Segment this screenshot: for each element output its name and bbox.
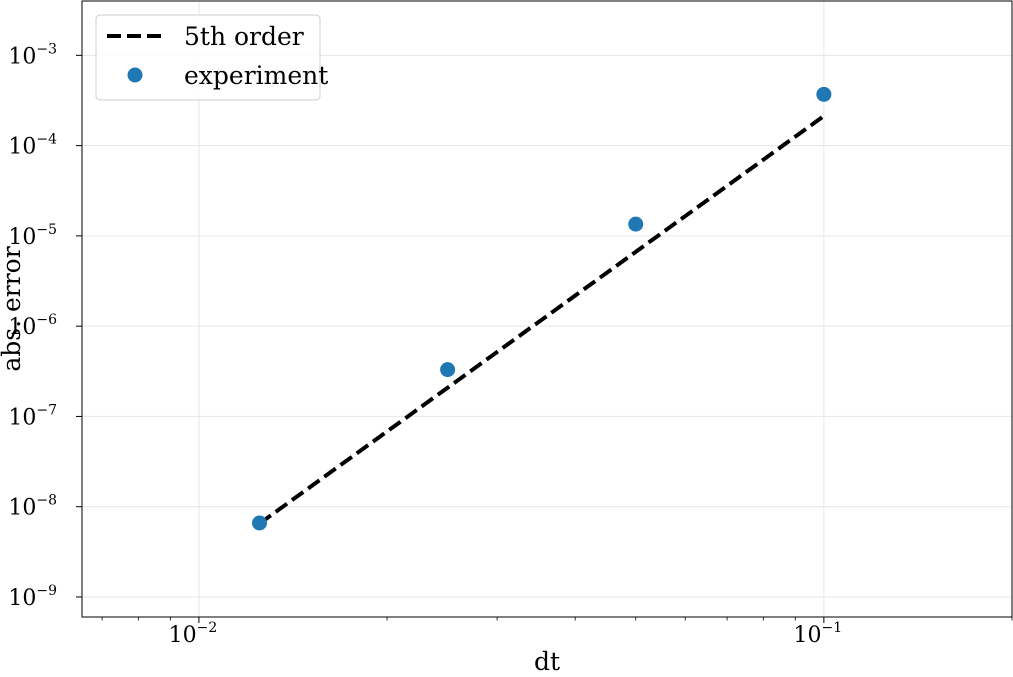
experiment-point: [628, 216, 644, 232]
grid: [82, 1, 1012, 617]
plot-frame: [81, 0, 1013, 618]
x-tick-label: 10−1: [794, 620, 843, 648]
y-tick-label: 10−9: [8, 583, 57, 611]
y-tick-label: 10−5: [8, 222, 57, 250]
legend-label-5th-order: 5th order: [184, 22, 304, 51]
experiment-point: [816, 86, 832, 102]
series: [251, 86, 832, 531]
y-tick-label: 10−6: [8, 312, 57, 340]
legend-marker-swatch: [127, 67, 143, 83]
experiment-point: [251, 515, 267, 531]
y-tick-label: 10−3: [8, 41, 57, 69]
x-axis-label: dt: [534, 647, 560, 676]
series-line-5th-order: [258, 114, 826, 526]
legend-label-experiment: experiment: [184, 61, 328, 90]
axis-ticks: 10−2 10−1 10−9 10−8 10−7 10−6 10−5 10−4 10−3: [8, 41, 1013, 648]
y-tick-label: 10−4: [8, 132, 57, 160]
experiment-point: [440, 362, 456, 378]
y-tick-label: 10−8: [8, 493, 57, 521]
y-tick-label: 10−7: [8, 402, 57, 430]
legend: 5th order experiment: [95, 14, 328, 101]
x-tick-label: 10−2: [169, 620, 218, 648]
y-axis-label: abs. error: [0, 246, 26, 371]
